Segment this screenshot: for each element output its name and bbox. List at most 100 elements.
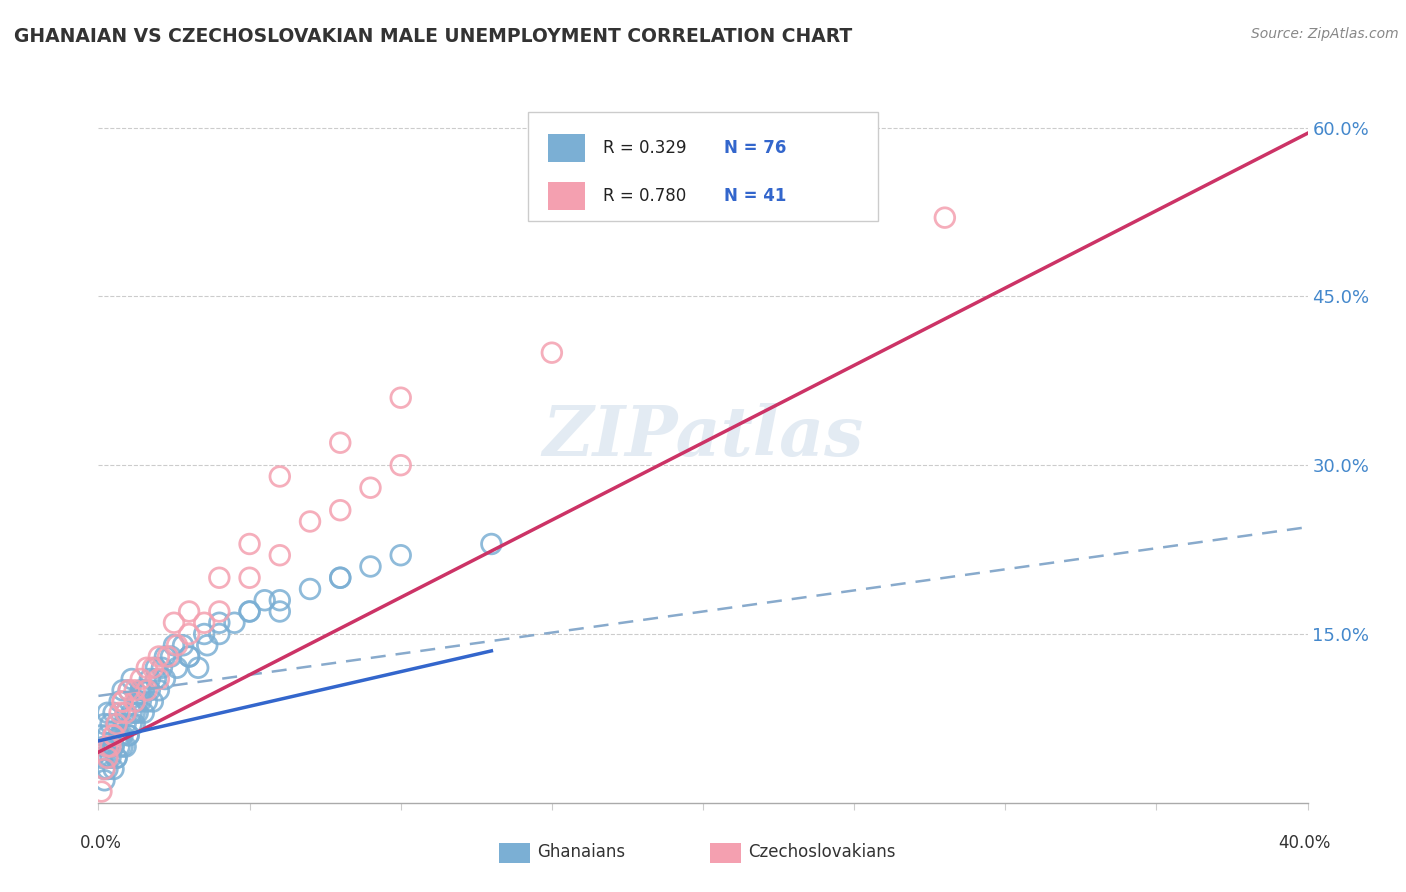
- Point: [111, 683, 134, 698]
- Point: [108, 739, 131, 754]
- Point: [148, 649, 170, 664]
- Point: [239, 571, 262, 585]
- Point: [179, 627, 201, 641]
- Point: [111, 728, 134, 742]
- Point: [135, 694, 157, 708]
- Point: [121, 672, 143, 686]
- Point: [135, 683, 157, 698]
- Point: [187, 661, 209, 675]
- Point: [139, 672, 162, 686]
- Point: [114, 706, 136, 720]
- Text: 40.0%: 40.0%: [1278, 834, 1331, 852]
- Point: [118, 683, 141, 698]
- Point: [111, 694, 134, 708]
- Point: [96, 751, 118, 765]
- Point: [148, 683, 170, 698]
- Point: [139, 683, 162, 698]
- Point: [105, 751, 128, 765]
- Point: [150, 661, 173, 675]
- Point: [127, 694, 149, 708]
- Point: [96, 739, 118, 754]
- Text: ZIPatlas: ZIPatlas: [543, 403, 863, 471]
- Point: [105, 751, 128, 765]
- Point: [329, 571, 352, 585]
- Text: N = 41: N = 41: [724, 186, 786, 204]
- Point: [96, 751, 118, 765]
- Point: [160, 649, 183, 664]
- Point: [193, 615, 215, 630]
- Point: [239, 537, 262, 551]
- Point: [100, 717, 122, 731]
- Point: [481, 537, 503, 551]
- Point: [114, 706, 136, 720]
- Text: N = 76: N = 76: [724, 139, 786, 157]
- Point: [239, 605, 262, 619]
- Point: [114, 739, 136, 754]
- Text: R = 0.780: R = 0.780: [603, 186, 686, 204]
- Point: [389, 458, 412, 473]
- Point: [195, 638, 218, 652]
- Point: [163, 638, 186, 652]
- Point: [103, 706, 125, 720]
- Point: [124, 683, 146, 698]
- Point: [163, 615, 186, 630]
- Text: R = 0.329: R = 0.329: [603, 139, 686, 157]
- Point: [934, 211, 956, 225]
- Point: [269, 593, 291, 607]
- Point: [142, 661, 165, 675]
- Point: [172, 638, 194, 652]
- Point: [208, 571, 231, 585]
- Point: [111, 739, 134, 754]
- Point: [153, 672, 176, 686]
- Point: [100, 739, 122, 754]
- Point: [269, 548, 291, 562]
- Point: [360, 481, 382, 495]
- Point: [360, 559, 382, 574]
- Point: [142, 694, 165, 708]
- Text: Ghanaians: Ghanaians: [537, 843, 626, 861]
- Point: [153, 649, 176, 664]
- Point: [329, 571, 352, 585]
- Point: [166, 638, 188, 652]
- Point: [103, 739, 125, 754]
- Point: [208, 615, 231, 630]
- Point: [124, 694, 146, 708]
- Point: [193, 627, 215, 641]
- Point: [269, 605, 291, 619]
- Point: [90, 784, 112, 798]
- Bar: [548, 135, 585, 162]
- Point: [121, 717, 143, 731]
- Text: Czechoslovakians: Czechoslovakians: [748, 843, 896, 861]
- Point: [179, 649, 201, 664]
- Point: [269, 469, 291, 483]
- Point: [105, 717, 128, 731]
- Point: [108, 706, 131, 720]
- Point: [129, 694, 152, 708]
- Point: [105, 717, 128, 731]
- Point: [93, 717, 115, 731]
- Point: [100, 751, 122, 765]
- Text: GHANAIAN VS CZECHOSLOVAKIAN MALE UNEMPLOYMENT CORRELATION CHART: GHANAIAN VS CZECHOSLOVAKIAN MALE UNEMPLO…: [14, 27, 852, 45]
- Point: [239, 605, 262, 619]
- Point: [111, 694, 134, 708]
- Point: [208, 627, 231, 641]
- Point: [118, 728, 141, 742]
- Point: [124, 706, 146, 720]
- Point: [129, 672, 152, 686]
- Point: [103, 728, 125, 742]
- Point: [329, 503, 352, 517]
- Point: [93, 762, 115, 776]
- Text: 0.0%: 0.0%: [80, 834, 122, 852]
- Point: [96, 728, 118, 742]
- Point: [129, 683, 152, 698]
- Point: [148, 672, 170, 686]
- Point: [540, 345, 562, 359]
- Point: [108, 694, 131, 708]
- Point: [93, 773, 115, 788]
- Point: [208, 605, 231, 619]
- Point: [299, 582, 322, 596]
- Point: [145, 672, 167, 686]
- Point: [132, 706, 155, 720]
- Point: [108, 728, 131, 742]
- Point: [100, 739, 122, 754]
